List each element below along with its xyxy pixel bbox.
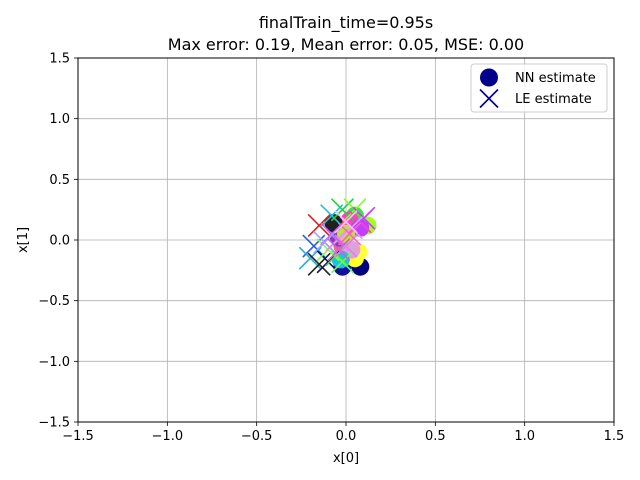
x-tick-label: −1.5	[62, 429, 94, 444]
le-estimate-point	[312, 230, 337, 254]
y-tick-label: −1.5	[38, 416, 70, 431]
y-tick-label: 1.0	[49, 112, 70, 127]
legend-label-le: LE estimate	[515, 92, 592, 107]
le-estimate-point-stroke	[330, 250, 354, 274]
y-tick-label: −1.0	[38, 355, 70, 370]
le-estimate-point	[307, 213, 331, 238]
x-tick-label: 1.5	[604, 429, 625, 444]
x-tick-label: 0.0	[336, 429, 357, 444]
y-axis-label: x[1]	[16, 227, 31, 253]
y-tick-label: 1.5	[49, 52, 70, 67]
legend-label-nn: NN estimate	[515, 71, 596, 86]
le-estimate-point	[327, 238, 351, 262]
le-estimate-point-stroke	[307, 213, 331, 238]
legend-circle-marker	[480, 68, 498, 87]
x-tick-label: −0.5	[241, 429, 273, 444]
le-estimate-point-stroke	[327, 238, 351, 262]
le-estimate-point-stroke	[334, 210, 358, 234]
x-tick-label: 1.0	[514, 429, 535, 444]
plot-marks	[298, 198, 377, 276]
le-estimate-point-stroke	[330, 198, 354, 222]
le-estimate-point	[307, 252, 331, 276]
legend-x-glyph	[479, 88, 499, 109]
le-estimate-point-stroke	[352, 206, 376, 230]
legend-x-marker	[479, 88, 499, 109]
le-estimate-point-stroke	[338, 222, 362, 246]
y-tick-label: 0.5	[49, 173, 70, 188]
chart-subtitle: Max error: 0.19, Mean error: 0.05, MSE: …	[168, 35, 524, 54]
chart-title: finalTrain_time=0.95s	[259, 13, 433, 33]
y-tick-label: −0.5	[38, 294, 70, 309]
axis-ticks: −1.5 −1.0 −0.5 0.0 0.5 1.0 1.5 −1.5 −1.0 −0.5 0.0 0…	[38, 52, 624, 445]
y-tick-label: 0.0	[49, 234, 70, 249]
legend-box	[470, 63, 608, 113]
x-axis-label: x[0]	[333, 451, 359, 466]
x-tick-label: 0.5	[425, 429, 446, 444]
le-estimate-point-stroke	[312, 230, 337, 254]
le-estimate-point-stroke	[320, 204, 344, 228]
legend: NN estimate LE estimate	[470, 63, 608, 113]
le-estimate-point-stroke	[307, 252, 331, 276]
le-estimate-point	[334, 210, 358, 234]
x-tick-label: −1.0	[152, 429, 184, 444]
legend-x-glyph-stroke	[479, 88, 499, 109]
